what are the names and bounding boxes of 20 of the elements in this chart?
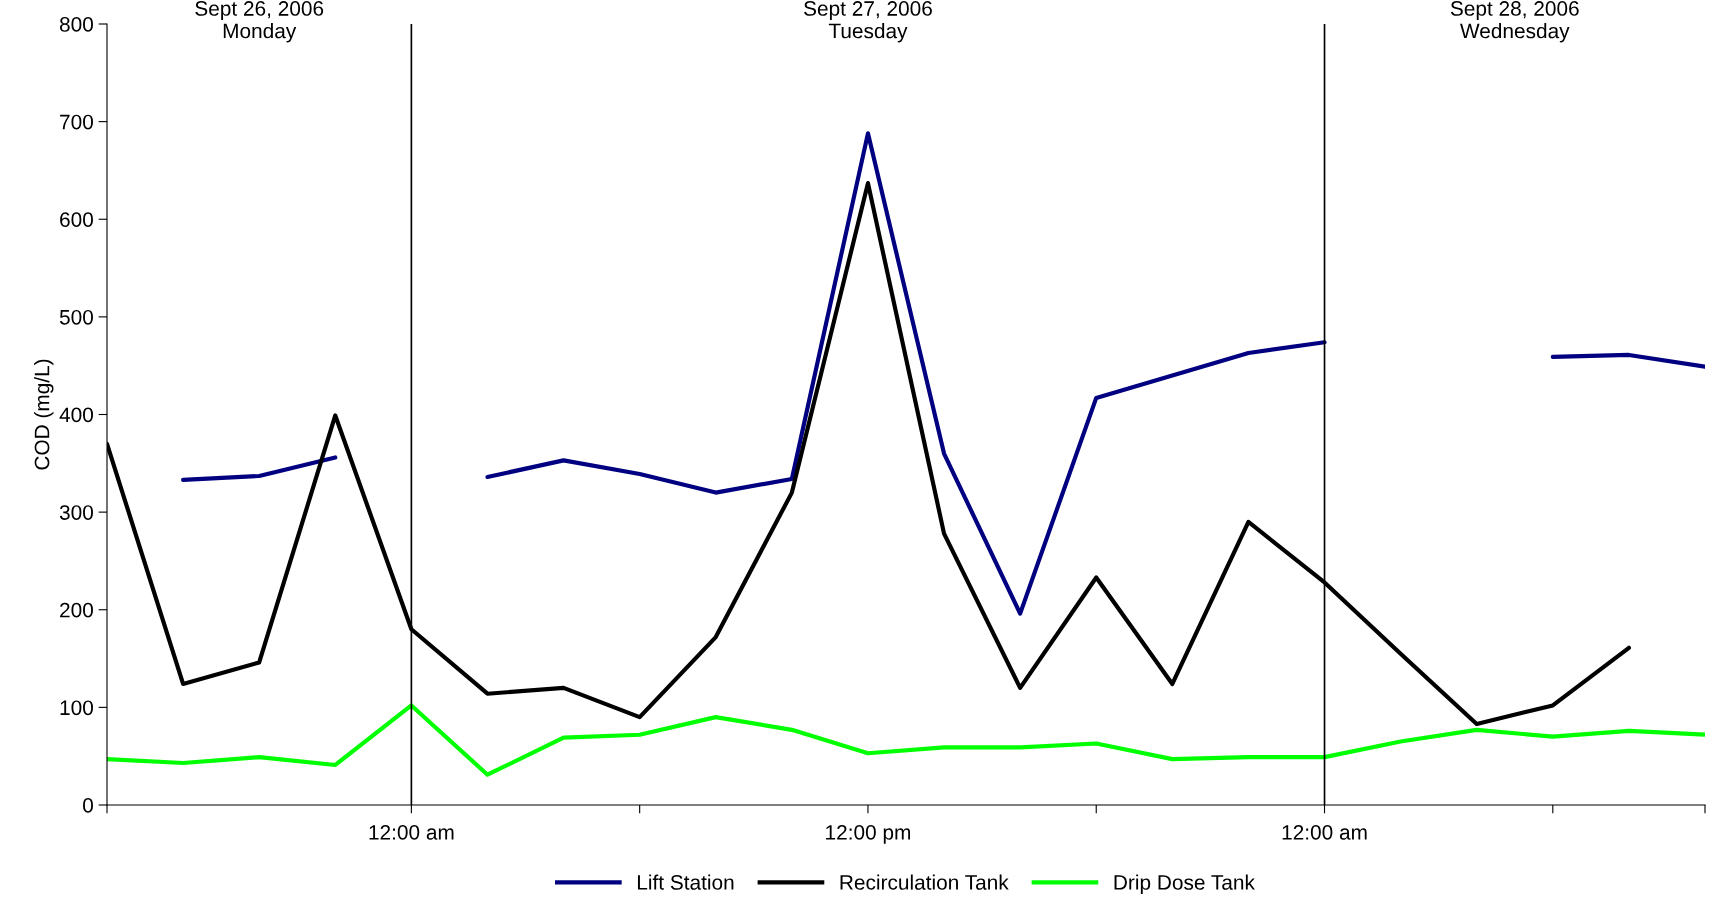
annotation: Sept 26, 2006 Monday xyxy=(195,1,324,43)
y-tick-label: 500 xyxy=(59,309,93,325)
legend-label: Lift Station xyxy=(637,874,734,890)
y-tick-label: 600 xyxy=(60,212,93,227)
legend-label: Drip Dose Tank xyxy=(1114,874,1255,894)
y-tick-label: 800 xyxy=(59,17,93,32)
y-tick-label: 700 xyxy=(60,114,93,130)
y-tick-label: 400 xyxy=(59,407,93,423)
line-series xyxy=(107,703,1705,777)
y-tick-label: 0 xyxy=(83,798,93,813)
annotation: Sept 28, 2006 Wednesday xyxy=(1450,1,1579,43)
y-tick-label: 100 xyxy=(60,700,93,716)
y-axis-title: COD (mg/L) xyxy=(34,359,54,470)
x-tick-label: 12:00 pm xyxy=(826,824,911,844)
y-tick-label: 200 xyxy=(60,602,93,618)
x-tick-label: 12:00 am xyxy=(1282,824,1367,840)
y-tick-label: 300 xyxy=(59,505,93,520)
legend-label: Recirculation Tank xyxy=(840,874,1009,890)
x-tick-label: 12:00 am xyxy=(369,824,454,840)
annotation: Sept 27, 2006 Tuesday xyxy=(804,1,932,43)
